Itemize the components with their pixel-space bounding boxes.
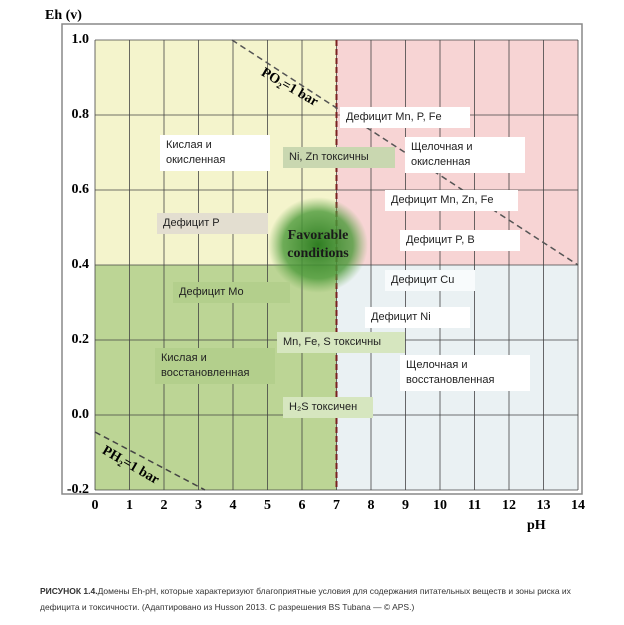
annotation: Дефицит Cu <box>385 270 475 291</box>
y-axis-label: Eh (v) <box>45 8 82 23</box>
annotation: Дефицит Mn, P, Fe <box>340 107 470 128</box>
annotation: Щелочная и восстановленная <box>400 355 530 391</box>
annotation: Дефицит P <box>157 213 268 234</box>
x-tick-label: 9 <box>402 498 409 513</box>
y-tick-label: 1.0 <box>72 32 90 47</box>
annotation: Щелочная и окисленная <box>405 137 525 173</box>
x-tick-label: 2 <box>161 498 168 513</box>
x-tick-label: 12 <box>502 498 516 513</box>
x-tick-label: 11 <box>468 498 481 513</box>
caption-text: Домены Eh-pH, которые характеризуют благ… <box>40 586 571 612</box>
x-tick-label: 13 <box>537 498 551 513</box>
h2-line <box>94 431 206 491</box>
annotation: H₂S токсичен <box>283 397 373 418</box>
y-tick-label: 0.0 <box>72 407 90 422</box>
frame <box>61 23 583 495</box>
annotation: Дефицит Ni <box>365 307 470 328</box>
y-tick-label: 0.4 <box>72 257 90 272</box>
x-tick-label: 14 <box>571 498 585 513</box>
center-label: Favorable conditions <box>287 228 349 261</box>
x-tick-label: 8 <box>368 498 375 513</box>
caption-label: РИСУНОК 1.4. <box>40 586 98 596</box>
o2-line <box>231 39 579 266</box>
x-tick-label: 10 <box>433 498 447 513</box>
favorable-blob <box>268 197 368 293</box>
annotation: Mn, Fe, S токсичны <box>277 332 405 353</box>
y-tick-label: 0.6 <box>72 182 90 197</box>
annotation: Дефицит P, B <box>400 230 520 251</box>
x-axis-label: pH <box>527 518 546 533</box>
x-tick-label: 4 <box>230 498 237 513</box>
y-tick-label: -0.2 <box>67 482 89 497</box>
x-tick-label: 3 <box>195 498 202 513</box>
center-label-line: Favorable <box>288 228 349 243</box>
center-label-line: conditions <box>287 246 349 261</box>
x-tick-label: 0 <box>92 498 99 513</box>
annotation: Дефицит Mo <box>173 282 290 303</box>
x-tick-label: 7 <box>333 498 340 513</box>
annotation: Кислая и восстановленная <box>155 348 275 384</box>
annotation: Дефицит Mn, Zn, Fe <box>385 190 518 211</box>
x-tick-label: 1 <box>126 498 133 513</box>
y-tick-label: 0.2 <box>72 332 90 347</box>
y-tick-label: 0.8 <box>72 107 90 122</box>
annotation: Ni, Zn токсичны <box>283 147 395 168</box>
annotation: Кислая и окисленная <box>160 135 270 171</box>
x-tick-label: 6 <box>299 498 306 513</box>
x-tick-label: 5 <box>264 498 271 513</box>
caption: РИСУНОК 1.4.Домены Eh-pH, которые характ… <box>40 583 600 615</box>
